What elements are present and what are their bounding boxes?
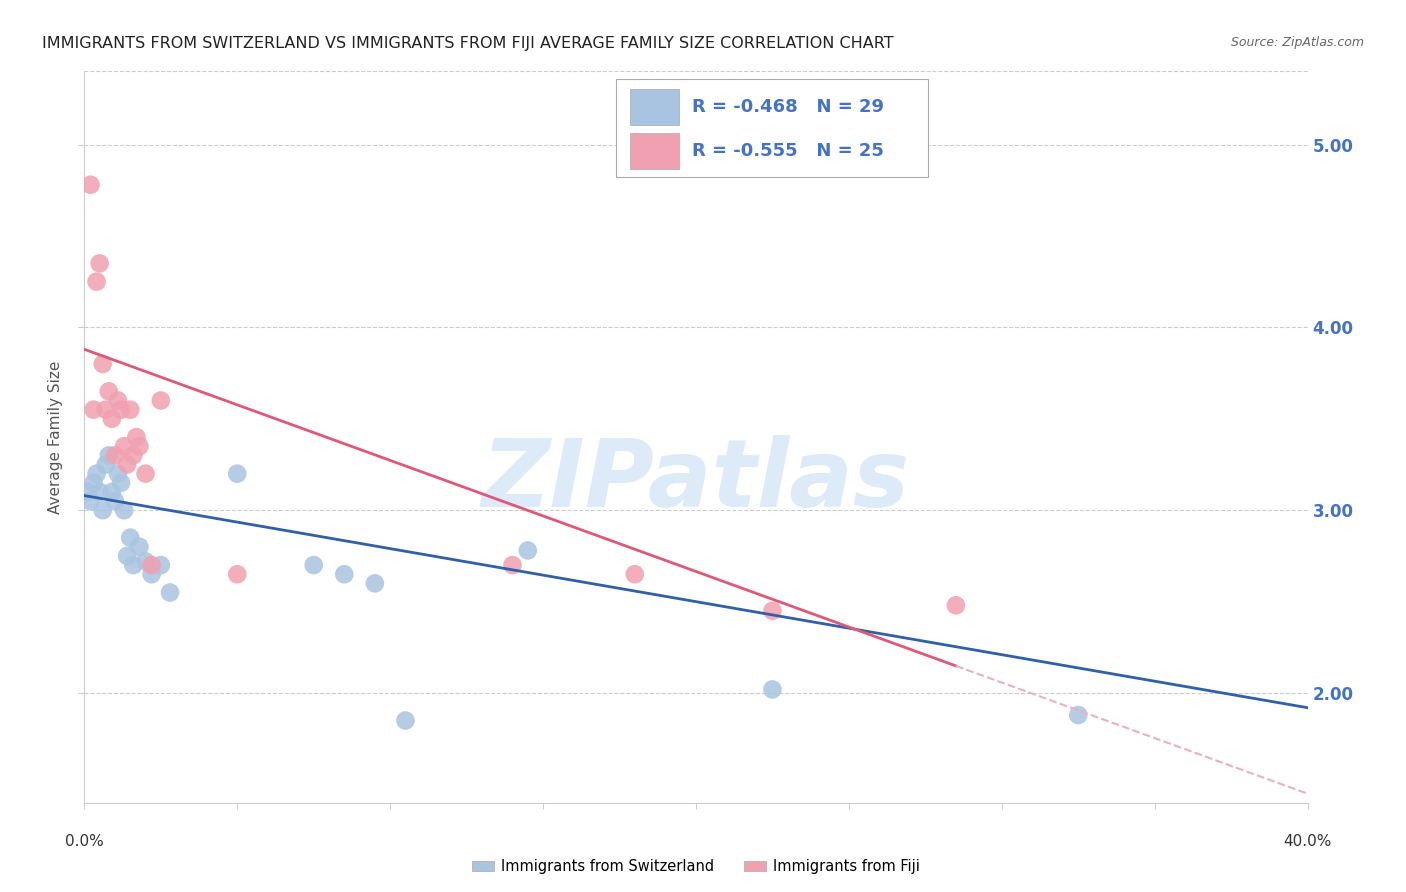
Point xyxy=(624,567,647,582)
Point xyxy=(302,558,325,573)
Point xyxy=(226,467,249,481)
Point xyxy=(91,503,114,517)
Point xyxy=(149,558,172,573)
Point xyxy=(76,485,98,500)
Point xyxy=(79,178,101,192)
Point xyxy=(516,543,538,558)
Y-axis label: Average Family Size: Average Family Size xyxy=(48,360,63,514)
Point xyxy=(128,439,150,453)
Point xyxy=(91,357,114,371)
Point xyxy=(364,576,387,591)
Text: IMMIGRANTS FROM SWITZERLAND VS IMMIGRANTS FROM FIJI AVERAGE FAMILY SIZE CORRELAT: IMMIGRANTS FROM SWITZERLAND VS IMMIGRANT… xyxy=(42,36,894,51)
Point xyxy=(97,384,120,399)
Point xyxy=(761,682,783,697)
Point xyxy=(104,494,127,508)
Point xyxy=(107,393,129,408)
Point xyxy=(125,430,148,444)
Point xyxy=(149,393,172,408)
Point xyxy=(83,475,105,490)
Point xyxy=(128,540,150,554)
Text: R = -0.468   N = 29: R = -0.468 N = 29 xyxy=(692,98,884,116)
Point xyxy=(394,714,416,728)
Point xyxy=(89,256,111,270)
Point xyxy=(101,485,124,500)
Point xyxy=(333,567,356,582)
Text: 40.0%: 40.0% xyxy=(1284,834,1331,849)
Point xyxy=(945,599,967,613)
Point xyxy=(122,449,145,463)
Point xyxy=(110,402,132,417)
Text: R = -0.555   N = 25: R = -0.555 N = 25 xyxy=(692,142,884,160)
Point xyxy=(761,604,783,618)
Point xyxy=(112,439,135,453)
Point xyxy=(86,275,108,289)
FancyBboxPatch shape xyxy=(616,78,928,178)
Point xyxy=(135,554,157,568)
Point xyxy=(83,402,105,417)
Text: Source: ZipAtlas.com: Source: ZipAtlas.com xyxy=(1230,36,1364,49)
FancyBboxPatch shape xyxy=(630,133,679,169)
Point xyxy=(79,494,101,508)
Point xyxy=(226,567,249,582)
Point xyxy=(135,467,157,481)
Text: 0.0%: 0.0% xyxy=(65,834,104,849)
Point xyxy=(112,503,135,517)
Point xyxy=(115,458,138,472)
Point xyxy=(120,402,142,417)
Point xyxy=(110,475,132,490)
Text: ZIPatlas: ZIPatlas xyxy=(482,435,910,527)
FancyBboxPatch shape xyxy=(630,89,679,126)
Legend: Immigrants from Switzerland, Immigrants from Fiji: Immigrants from Switzerland, Immigrants … xyxy=(467,853,925,880)
Point xyxy=(89,485,111,500)
Point xyxy=(86,467,108,481)
Point xyxy=(94,458,117,472)
Point xyxy=(141,558,163,573)
Point xyxy=(107,467,129,481)
Point xyxy=(94,402,117,417)
Point xyxy=(122,558,145,573)
Point xyxy=(120,531,142,545)
Point xyxy=(141,567,163,582)
Point xyxy=(1067,708,1090,723)
Point xyxy=(159,585,181,599)
Point xyxy=(97,449,120,463)
Point xyxy=(115,549,138,563)
Point xyxy=(101,412,124,426)
Point xyxy=(104,449,127,463)
Point xyxy=(502,558,524,573)
